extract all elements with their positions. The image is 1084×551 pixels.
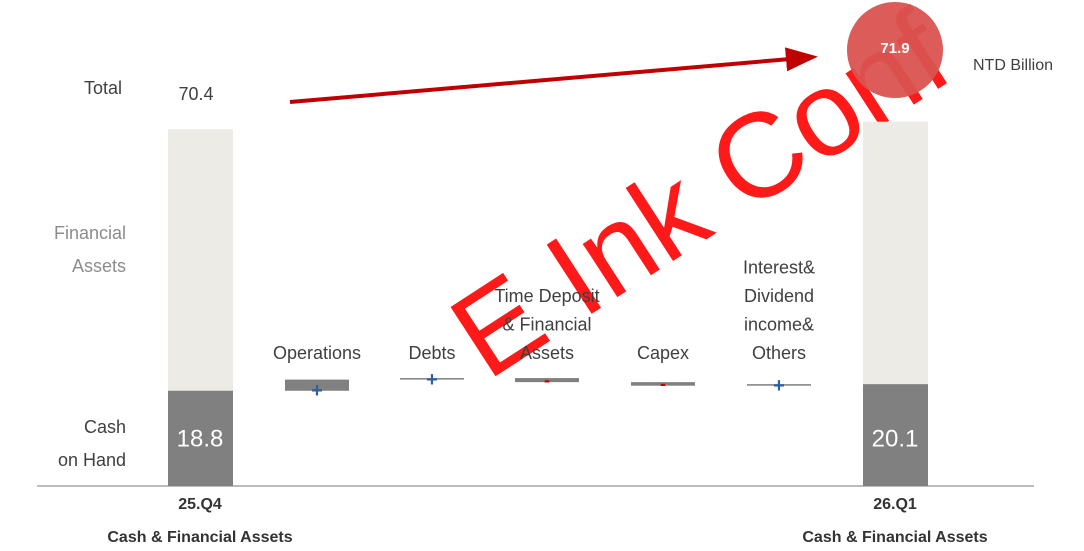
change-bar bbox=[515, 378, 579, 383]
change-sign: + bbox=[311, 380, 323, 402]
change-bar bbox=[747, 384, 811, 386]
x-category-label: Interest& bbox=[743, 257, 815, 277]
x-category-label: Others bbox=[752, 343, 806, 363]
x-category-label: & Financial bbox=[502, 314, 591, 334]
segment-label: Financial bbox=[54, 223, 126, 243]
x-category-label: Assets bbox=[520, 343, 574, 363]
cash-value-label: 20.1 bbox=[872, 425, 919, 452]
cash-value-label: 18.8 bbox=[177, 425, 224, 452]
x-category-label: 26.Q1 bbox=[873, 496, 917, 513]
growth-arrow bbox=[289, 47, 818, 104]
total-bubble bbox=[847, 2, 943, 98]
change-bar bbox=[631, 382, 695, 386]
unit-label: NTD Billion bbox=[973, 57, 1053, 74]
x-category-label: Cash & Financial Assets bbox=[802, 529, 987, 546]
change-sign: - bbox=[544, 370, 550, 390]
change-sign: + bbox=[426, 369, 438, 391]
x-category-label: 25.Q4 bbox=[178, 496, 222, 513]
x-category-label: Dividend bbox=[744, 286, 814, 306]
cash-bar bbox=[863, 384, 928, 486]
change-sign: + bbox=[773, 375, 785, 397]
x-category-label: Operations bbox=[273, 343, 361, 363]
cash-bar bbox=[168, 390, 233, 486]
change-sign: - bbox=[660, 374, 666, 394]
segment-label: Cash bbox=[84, 417, 126, 437]
segment-label: on Hand bbox=[58, 450, 126, 470]
change-bar bbox=[400, 378, 464, 380]
change-bar bbox=[285, 379, 349, 391]
total-value-label: 71.9 bbox=[880, 40, 909, 57]
x-category-label: Capex bbox=[637, 343, 689, 363]
total-value-label: 70.4 bbox=[178, 84, 213, 104]
segment-label: Assets bbox=[72, 256, 126, 276]
x-category-label: Debts bbox=[408, 343, 455, 363]
x-category-label: income& bbox=[744, 314, 814, 334]
x-category-label: Time Deposit bbox=[494, 286, 599, 306]
x-category-label: Cash & Financial Assets bbox=[107, 529, 292, 546]
segment-label: Total bbox=[84, 78, 122, 98]
